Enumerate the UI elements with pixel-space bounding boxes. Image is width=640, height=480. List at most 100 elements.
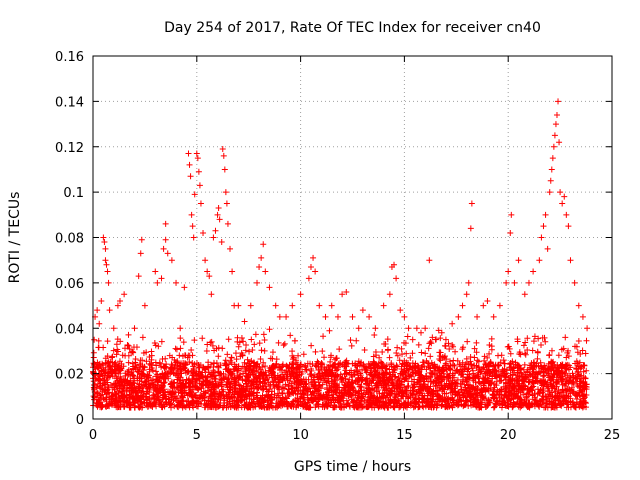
data-point [575,302,582,309]
data-point [262,268,269,275]
data-point [258,254,265,261]
data-point [480,302,487,309]
data-point [328,302,335,309]
data-point [459,302,466,309]
data-point [542,211,549,218]
data-point [98,298,105,305]
data-point [503,279,510,286]
data-point [116,298,123,305]
data-point [463,291,470,298]
data-point [254,279,261,286]
data-point [141,302,148,309]
data-point [474,313,481,320]
data-point [409,336,416,343]
x-tick-label: 10 [292,428,309,443]
data-point [552,121,559,128]
data-point [508,211,515,218]
x-tick-label: 20 [500,428,517,443]
data-point [162,236,169,243]
x-tick-label: 0 [89,428,97,443]
x-tick-label: 15 [396,428,413,443]
data-point [224,220,231,227]
chart-title: Day 254 of 2017, Rate Of TEC Index for r… [164,20,541,36]
data-point [102,257,109,264]
data-point [547,177,554,184]
data-point [413,325,420,332]
data-point [138,236,145,243]
axes [92,55,613,420]
data-points [92,98,591,343]
data-point [391,261,398,268]
data-point [197,200,204,207]
data-point [216,216,223,223]
data-point [584,325,591,332]
data-point [173,279,180,286]
data-point [305,275,312,282]
data-point [312,268,319,275]
grid-layer [93,56,612,419]
data-point [484,298,491,305]
y-tick-label: 0.08 [55,232,84,247]
data-point [496,302,503,309]
data-point [455,313,462,320]
data-point [316,302,323,309]
data-point [525,279,532,286]
data-point [505,268,512,275]
data-point [438,329,445,336]
y-tick-label: 0.16 [55,50,84,65]
data-point [235,302,242,309]
data-point [397,307,404,314]
data-point [206,273,213,280]
data-point [401,313,408,320]
data-point [530,268,537,275]
data-point [343,288,350,295]
y-tick-label: 0.1 [63,186,84,201]
data-point [121,291,128,298]
data-point [195,168,202,175]
data-point [432,336,439,343]
data-point [152,268,159,275]
data-point [422,325,429,332]
data-point [202,257,209,264]
dense-point-band [90,326,590,411]
data-point [186,161,193,168]
data-point [334,313,341,320]
data-point [359,307,366,314]
data-point [106,307,113,314]
data-point [204,268,211,275]
x-tick-label: 25 [604,428,621,443]
data-point [405,325,412,332]
data-point [467,225,474,232]
data-point [164,250,171,257]
data-point [222,189,229,196]
data-point [507,229,514,236]
y-tick-label: 0.12 [55,141,84,156]
data-point [544,245,551,252]
data-point [168,257,175,264]
data-point [105,279,112,286]
x-tick-label: 5 [193,428,201,443]
data-point [540,223,547,230]
data-point [289,302,296,309]
data-point [349,313,356,320]
data-point [229,268,236,275]
data-point [94,307,101,314]
data-point [307,263,314,270]
data-point [556,139,563,146]
data-point [553,111,560,118]
data-point [579,313,586,320]
data-point [196,182,203,189]
data-point [550,143,557,150]
data-point [181,284,188,291]
data-point [212,227,219,234]
data-point [191,191,198,198]
y-axis-title: ROTI / TECUs [7,192,23,284]
data-point [546,189,553,196]
data-point [468,200,475,207]
data-point [103,261,110,268]
data-point [160,245,167,252]
data-point [100,234,107,241]
data-point [188,211,195,218]
data-point [567,257,574,264]
